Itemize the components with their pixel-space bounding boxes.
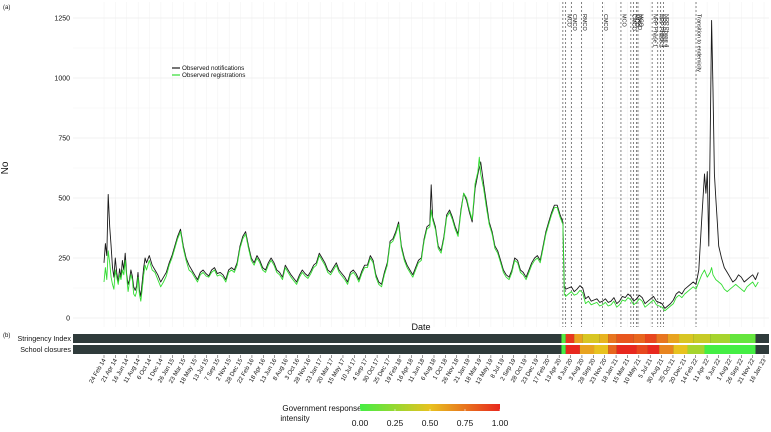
color-legend-tick-label: 0.75 [457,418,474,428]
response-segment [616,345,637,354]
response-segment [561,345,566,354]
color-legend-title: Government response [282,404,362,413]
series-line [103,156,759,312]
response-segment [565,345,580,354]
response-segment [730,334,756,343]
y-tick-label: 1250 [54,16,70,23]
color-legend-tick-label: 0.25 [387,418,404,428]
response-segment [594,345,609,354]
response-segment [659,345,674,354]
x-axis-label: Date [411,322,430,332]
response-segment [645,334,657,343]
y-axis: 0 250 500 750 1000 1250 [54,16,70,323]
response-segment [574,334,583,343]
legend-label: Observed registrations [182,72,245,79]
response-segment [616,334,634,343]
response-segment [608,345,617,354]
y-axis-label: No [0,161,11,174]
y-tick-label: 0 [66,316,70,323]
color-legend-bar [360,404,500,411]
annotation-label: MCO [621,14,627,28]
response-segment [673,345,688,354]
y-tick-label: 500 [58,196,70,203]
annotation-label: NRP Phase 1 [652,14,658,47]
annotation-label: MCO [633,14,639,28]
annotation-label: Transition to endemicity [696,14,702,72]
intervention-lines: MCOCMCORMCOCMCOMCOCMCOMCOFMCOMCONRP Phas… [562,2,702,327]
response-segment [710,334,731,343]
response-segment [647,345,660,354]
response-segment [565,334,575,343]
y-tick-label: 1000 [54,76,70,83]
response-segment [608,334,617,343]
y-tick-label: 750 [58,136,70,143]
response-segment [704,345,756,354]
panel-b-label: (b) [3,333,10,339]
response-row-label: School closures [20,345,71,354]
response-segment [693,334,711,343]
response-row-background [73,334,769,343]
response-segment [679,334,694,343]
annotation-label: FMCO [636,14,642,31]
response-segment [667,334,680,343]
panel-b: Stringency Index School closures [17,334,769,354]
annotation-label: CMCO [602,14,608,32]
legend-label: Observed notifications [182,65,244,72]
annotation-label: NRP Phase 4 [663,14,669,47]
response-segment [599,334,609,343]
response-segment [561,334,566,343]
series-lines [103,19,759,312]
annotation-label: CMCO [571,14,577,32]
color-legend-tick-label: 1.00 [492,418,509,428]
color-legend-title-line2: intensity [280,414,309,423]
response-row-label: Stringency Index [17,334,71,343]
annotation-label: MCO [638,14,644,28]
response-segment [687,345,705,354]
response-segment [582,334,600,343]
panel-a-label: (a) [3,5,10,11]
color-legend-tick-label: 0.00 [352,418,369,428]
response-segment [633,334,646,343]
y-tick-label: 250 [58,256,70,263]
response-row-background [73,345,769,354]
response-segment [579,345,595,354]
series-line [103,19,759,309]
annotation-label: MCO [565,14,571,28]
response-segment [636,345,648,354]
color-legend-tick-label: 0.50 [422,418,439,428]
grid [73,2,769,327]
annotation-label: RMCO [581,14,587,32]
response-segment [656,334,668,343]
